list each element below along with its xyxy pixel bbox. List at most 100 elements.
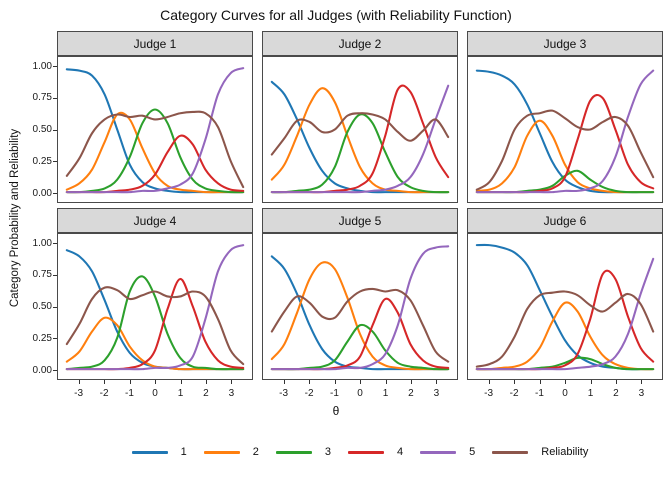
curve-category-1 [270, 80, 450, 194]
x-tick-label: -3 [74, 388, 84, 399]
x-tick-mark [565, 380, 566, 384]
x-tick-label: 1 [177, 388, 184, 399]
facet-strip: Judge 6 [467, 208, 663, 233]
curve-category-4 [475, 94, 655, 194]
legend-label: Reliability [541, 446, 589, 458]
legend: 1 2 3 4 5 Reliability [48, 446, 672, 458]
x-tick-mark [514, 380, 516, 384]
x-tick-mark [129, 380, 131, 384]
x-tick-label: -1 [330, 388, 339, 399]
x-tick-label: 1 [382, 388, 389, 399]
y-tick-label: 0.25 [32, 155, 52, 167]
y-tick-mark [53, 338, 57, 340]
legend-item: 4 [348, 446, 403, 458]
x-tick-label: 1 [587, 388, 594, 399]
legend-item: Reliability [492, 446, 588, 458]
curve-reliability [65, 110, 245, 189]
facet-plot-area [475, 69, 655, 194]
facet-panel [57, 233, 253, 380]
legend-line-swatch [131, 450, 168, 454]
y-axis-title: Category Probability and Reliability [9, 128, 21, 308]
curve-reliability [270, 287, 450, 363]
x-tick-mark [539, 380, 541, 384]
legend-item: 3 [275, 446, 331, 458]
curve-category-5 [65, 244, 245, 371]
legend-line-swatch [348, 450, 385, 454]
curve-category-2 [65, 316, 245, 371]
curve-category-3 [270, 113, 450, 194]
facet-strip-label: Judge 5 [338, 213, 382, 228]
legend-label: 4 [397, 446, 404, 458]
facet-strip: Judge 2 [262, 31, 458, 56]
x-tick-label: -3 [484, 388, 494, 399]
x-tick-label: 0 [562, 388, 568, 399]
y-tick-label: 1.00 [32, 60, 52, 72]
legend-line-swatch [420, 450, 457, 454]
legend-label: 2 [252, 446, 259, 458]
y-tick-mark [53, 243, 57, 244]
x-tick-label: 0 [357, 388, 363, 399]
x-tick-mark [104, 380, 106, 384]
x-tick-label: 3 [433, 388, 440, 399]
facet-strip-label: Judge 4 [133, 213, 177, 228]
y-tick-label: 0.00 [32, 364, 52, 376]
x-tick-mark [334, 380, 336, 384]
curve-category-1 [270, 255, 450, 371]
x-tick-label: -2 [99, 388, 109, 399]
chart-title: Category Curves for all Judges (with Rel… [160, 7, 512, 23]
x-tick-mark [436, 380, 438, 384]
curve-category-5 [270, 245, 450, 371]
facet-strip: Judge 1 [57, 31, 253, 56]
y-tick-label: 0.50 [32, 124, 52, 135]
legend-label: 1 [180, 446, 187, 458]
y-tick-label: 0.00 [32, 187, 52, 199]
curve-reliability [270, 112, 450, 156]
facet-strip: Judge 4 [57, 208, 253, 233]
facet-strip-label: Judge 1 [133, 36, 177, 51]
legend-line-swatch [492, 450, 529, 454]
x-tick-mark [309, 380, 311, 384]
y-tick-mark [53, 370, 57, 371]
x-tick-mark [155, 380, 156, 384]
x-tick-mark [283, 380, 285, 384]
y-tick-mark [53, 66, 57, 67]
facet-plot-area [65, 67, 245, 194]
legend-line-swatch [203, 450, 240, 454]
facet-panel [467, 233, 663, 380]
legend-line-swatch [275, 450, 312, 454]
y-tick-label: 0.50 [32, 301, 52, 312]
x-tick-label: -2 [509, 388, 519, 399]
y-tick-mark [53, 97, 57, 99]
curve-category-2 [475, 301, 655, 371]
curve-reliability [475, 109, 655, 191]
curve-reliability [475, 290, 655, 368]
x-tick-mark [78, 380, 80, 384]
y-tick-mark [53, 306, 57, 308]
facet-strip-label: Judge 3 [543, 36, 587, 51]
x-tick-label: 2 [613, 388, 619, 399]
x-tick-label: 3 [638, 388, 645, 399]
y-tick-label: 0.25 [32, 332, 52, 344]
x-tick-mark [205, 380, 207, 384]
y-tick-mark [53, 274, 57, 276]
x-tick-label: -1 [535, 388, 544, 399]
x-tick-label: -1 [125, 388, 134, 399]
curve-category-1 [475, 69, 655, 194]
facet-plot-area [270, 245, 450, 371]
curve-category-5 [270, 84, 450, 194]
legend-label: 5 [469, 446, 476, 458]
curve-category-3 [65, 275, 245, 371]
facet-strip: Judge 3 [467, 31, 663, 56]
facet-plot-area [65, 244, 245, 371]
curve-category-2 [270, 87, 450, 194]
curve-category-2 [270, 261, 450, 371]
legend-item: 2 [203, 446, 259, 458]
facet-panel [262, 233, 458, 380]
x-tick-mark [488, 380, 490, 384]
x-tick-mark [360, 380, 361, 384]
x-axis-title: θ [332, 404, 340, 418]
legend-item: 5 [420, 446, 475, 458]
curve-category-5 [475, 69, 655, 194]
x-tick-label: -3 [279, 388, 289, 399]
